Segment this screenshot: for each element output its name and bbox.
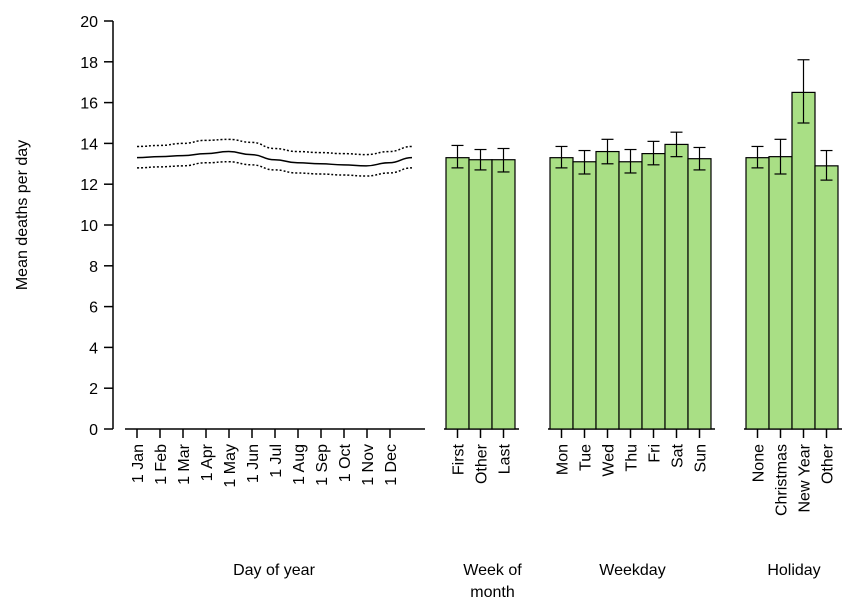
- y-axis-label: Mean deaths per day: [14, 140, 31, 290]
- bar: [745, 157, 770, 430]
- y-tick-label: 14: [80, 136, 98, 153]
- bar: [791, 91, 816, 430]
- x-tick-label: 1 Mar: [176, 443, 193, 485]
- series-line-bound: [136, 161, 413, 177]
- x-tick-label: 1 Sep: [314, 444, 331, 486]
- x-tick-label: Tue: [578, 444, 595, 471]
- bar: [468, 159, 493, 430]
- y-axis: 0 2 4 6 8 10 12 14 16 18 20: [80, 14, 114, 439]
- chart-panels: 1 Jan 1 Feb 1 Mar 1 Apr 1 May 1 Jun 1 Jul 1 Aug…: [125, 59, 842, 601]
- bar: [572, 161, 597, 430]
- y-tick-label: 4: [89, 340, 98, 357]
- x-tick-label: Christmas: [774, 444, 791, 516]
- group-label: Day of year: [233, 562, 315, 579]
- y-tick-label: 0: [89, 422, 98, 439]
- x-tick-label: First: [451, 443, 468, 475]
- bar: [687, 158, 712, 430]
- x-tick-label: 1 Oct: [337, 443, 354, 482]
- x-tick-label: Mon: [555, 444, 572, 475]
- x-tick-label: Other: [474, 443, 491, 484]
- x-tick-label: 1 Apr: [199, 443, 216, 481]
- group-label: Week of month: [463, 562, 522, 601]
- x-tick-label: None: [751, 444, 768, 482]
- group-label: Weekday: [599, 562, 665, 579]
- group-label: Holiday: [767, 562, 820, 579]
- bar: [814, 165, 839, 430]
- bar: [491, 159, 516, 430]
- x-tick-label: Fri: [647, 444, 664, 463]
- x-tick-label: 1 Jan: [130, 444, 147, 483]
- y-tick-label: 6: [89, 300, 98, 317]
- bar: [768, 156, 793, 430]
- x-tick-label: Sun: [693, 444, 710, 472]
- bar: [618, 161, 643, 430]
- bar: [595, 150, 620, 430]
- y-tick-label: 12: [80, 177, 98, 194]
- x-tick-label: 1 Jun: [245, 444, 262, 483]
- panel-3: None Christmas New Year Other Holiday: [744, 59, 842, 579]
- bar: [549, 157, 574, 430]
- panel-1: First Other Last Week of month: [444, 144, 522, 601]
- y-tick-label: 2: [89, 381, 98, 398]
- bar: [664, 143, 689, 430]
- series-line-mean: [136, 150, 413, 167]
- x-tick-label: Thu: [624, 444, 641, 472]
- x-tick-label: Sat: [670, 443, 687, 468]
- y-tick-label: 20: [80, 14, 98, 31]
- x-tick-label: 1 Jul: [268, 444, 285, 478]
- x-tick-label: 1 May: [222, 444, 239, 488]
- y-tick-label: 18: [80, 55, 98, 72]
- panel-0: 1 Jan 1 Feb 1 Mar 1 Apr 1 May 1 Jun 1 Jul 1 Aug…: [125, 138, 425, 579]
- x-tick-label: 1 Dec: [383, 444, 400, 486]
- x-tick-label: 1 Feb: [153, 444, 170, 485]
- y-tick-label: 16: [80, 96, 98, 113]
- x-tick-label: 1 Aug: [291, 444, 308, 485]
- y-tick-label: 10: [80, 218, 98, 235]
- panel-2: Mon Tue Wed Thu Fri Sat Sun Weekday: [548, 131, 715, 579]
- bar: [641, 153, 666, 430]
- x-tick-label: Wed: [601, 444, 618, 477]
- x-tick-label: New Year: [797, 443, 814, 512]
- y-tick-label: 8: [89, 259, 98, 276]
- x-tick-label: Other: [820, 443, 837, 484]
- x-tick-label: 1 Nov: [360, 444, 377, 486]
- bar: [445, 157, 470, 430]
- series-line-bound: [136, 138, 413, 156]
- x-tick-label: Last: [497, 443, 514, 474]
